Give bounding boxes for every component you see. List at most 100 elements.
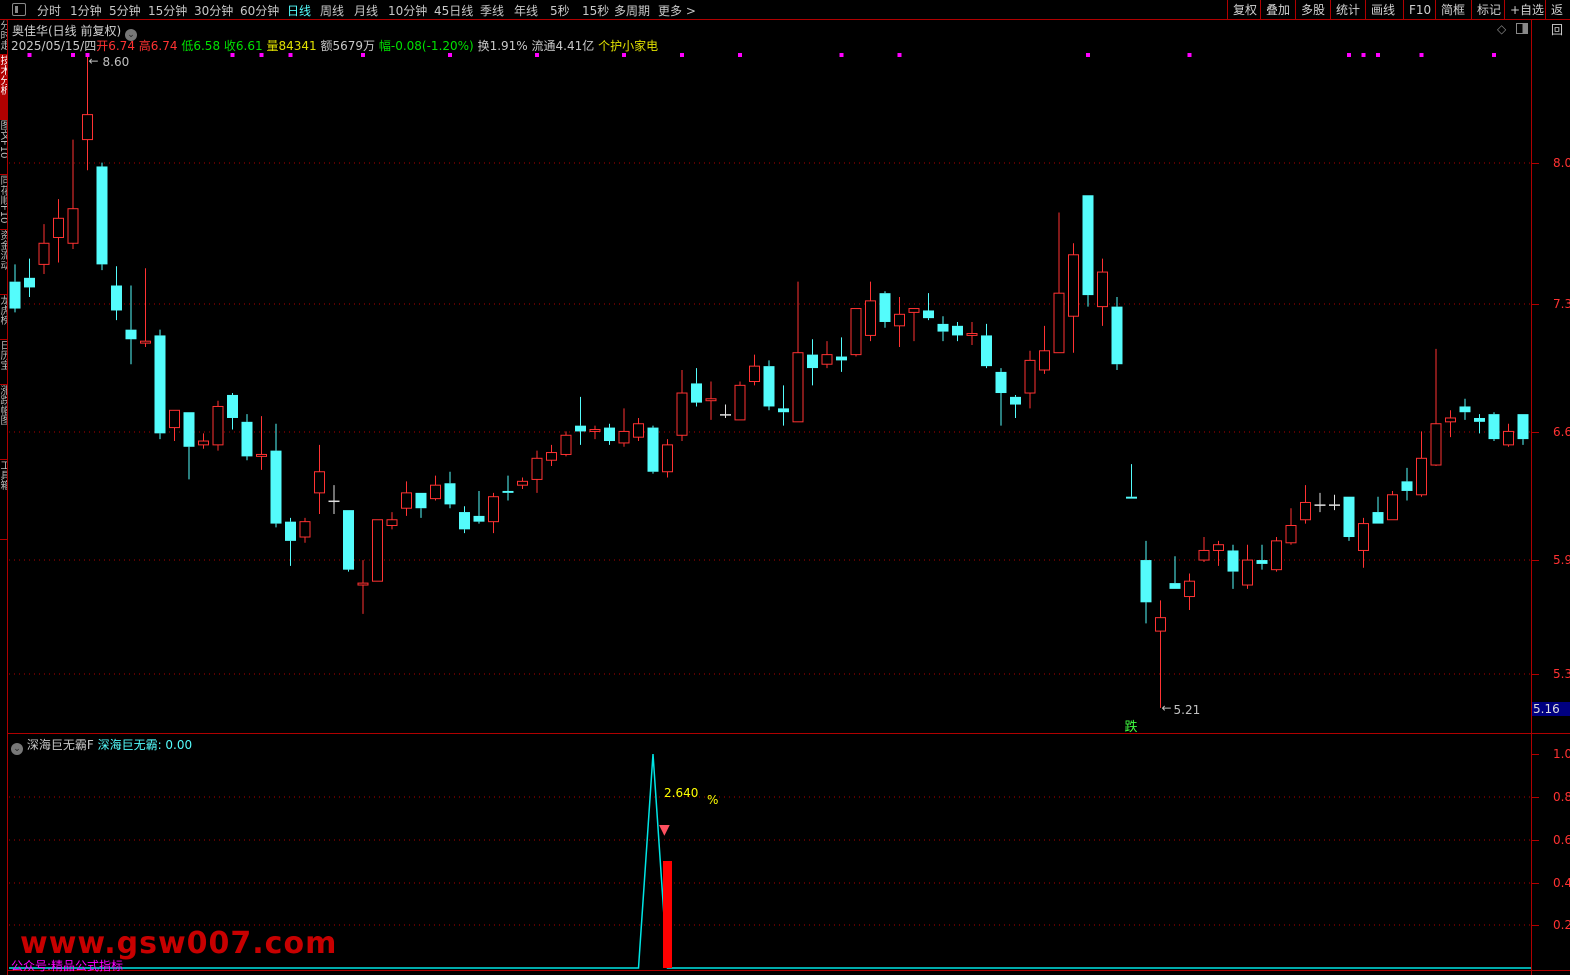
period-tab[interactable]: 季线	[480, 4, 505, 18]
left-tab[interactable]: 图文F10	[0, 120, 7, 175]
candle	[1343, 496, 1355, 541]
candle-body	[502, 490, 514, 493]
candle-body	[662, 444, 673, 473]
candle-body	[357, 582, 369, 586]
toolbar-button[interactable]: 统计	[1330, 0, 1365, 20]
period-tab[interactable]: 10分钟	[388, 4, 428, 18]
candle	[647, 425, 659, 474]
period-toolbar: 分时 1分钟 5分钟 15分钟 30分钟 60分钟 日线 周线 月线 10分钟 45日线 季线 年线 5秒…	[0, 0, 1570, 37]
period-tab[interactable]: 5分钟	[109, 4, 141, 18]
candle	[430, 475, 441, 501]
candlestick-chart[interactable]: ← 8.60← 5.21跌	[0, 0, 1531, 733]
candle	[183, 412, 195, 480]
chevron-down-icon[interactable]: ⌄	[125, 29, 138, 41]
left-tab[interactable]: 龙虎榜	[0, 295, 7, 340]
candle-body	[531, 457, 543, 480]
candle	[894, 297, 905, 347]
indicator-name[interactable]: 深海巨无霸F	[26, 738, 94, 752]
candle-body	[444, 483, 456, 505]
signal-marker	[622, 53, 626, 57]
panel-toggle-icon[interactable]	[12, 3, 26, 16]
period-tab[interactable]: 60分钟	[240, 4, 280, 18]
high-value: 6.74	[150, 39, 178, 53]
left-tab[interactable]: 同花顺F10	[0, 175, 7, 230]
candle	[908, 308, 920, 342]
candle	[1053, 212, 1065, 354]
candle	[401, 481, 412, 516]
left-tab[interactable]: 工具箱	[0, 460, 7, 540]
candle	[1111, 297, 1123, 370]
candle-body	[1459, 406, 1471, 413]
high-label: 高	[138, 39, 151, 53]
candle	[343, 510, 354, 572]
candle-body	[227, 394, 238, 418]
left-tab[interactable]: 资金流动	[0, 230, 7, 295]
candle-body	[1401, 481, 1413, 491]
period-tab[interactable]: 周线	[320, 4, 345, 18]
candle-body	[1053, 292, 1065, 354]
candle	[604, 423, 615, 445]
toolbar-button[interactable]: 多股	[1295, 0, 1330, 20]
candle-body	[966, 333, 978, 336]
left-tab[interactable]: 涨跌幅图	[0, 385, 7, 460]
left-tab[interactable]: 分时走势	[0, 20, 7, 55]
diamond-icon[interactable]: ◇	[1497, 22, 1507, 36]
panel-divider[interactable]	[8, 733, 1570, 734]
candle	[560, 431, 572, 457]
chevron-down-icon[interactable]: ⌄	[11, 743, 23, 755]
candle-body	[1213, 544, 1224, 551]
signal-marker	[1086, 53, 1090, 57]
left-tab[interactable]: 日历宝	[0, 340, 7, 385]
layout-toggle-icon[interactable]	[1516, 23, 1528, 34]
period-tab[interactable]: 分时	[37, 4, 62, 18]
period-tab[interactable]: 45日线	[434, 4, 474, 18]
candle-body	[1372, 512, 1384, 524]
toolbar-button[interactable]: 画线	[1365, 0, 1400, 20]
candle-body	[372, 519, 383, 582]
candle-body	[299, 521, 311, 538]
signal-marker	[839, 53, 844, 57]
toolbar-button[interactable]: 标记	[1471, 0, 1506, 20]
candle	[546, 444, 557, 466]
toolbar-button[interactable]: 叠加	[1260, 0, 1295, 20]
candle-body	[1430, 423, 1442, 466]
toolbar-button[interactable]: +自选	[1504, 0, 1549, 20]
candle-body	[343, 510, 354, 570]
candle	[749, 354, 760, 386]
toolbar-button[interactable]: 复权	[1227, 0, 1262, 20]
signal-marker	[1361, 53, 1366, 57]
bar-unit: %	[707, 793, 719, 807]
period-tab[interactable]: 15分钟	[148, 4, 188, 18]
bottom-border	[8, 970, 1570, 971]
period-tab[interactable]: 更多 >	[658, 4, 696, 18]
candle	[1097, 258, 1108, 326]
sector-link[interactable]: 个护小家电	[598, 39, 659, 53]
candle-body	[38, 242, 50, 265]
candle-body	[1126, 496, 1137, 499]
period-tab[interactable]: 5秒	[550, 4, 570, 18]
candle-body	[1155, 617, 1166, 632]
candle	[502, 475, 514, 501]
period-tab[interactable]: 多周期	[614, 4, 651, 18]
candle-body	[763, 366, 775, 407]
toolbar-button[interactable]: 返回	[1545, 0, 1570, 37]
candle	[1372, 496, 1384, 524]
candle-body	[1387, 494, 1398, 521]
period-tab[interactable]: 日线	[287, 4, 312, 18]
period-tab[interactable]: 30分钟	[194, 4, 234, 18]
candle	[618, 408, 630, 447]
period-tab[interactable]: 年线	[514, 4, 539, 18]
signal-marker	[448, 53, 452, 57]
period-tab[interactable]: 15秒	[582, 4, 610, 18]
candle-body	[1300, 501, 1311, 521]
signal-marker	[680, 53, 684, 57]
period-tab[interactable]: 月线	[354, 4, 379, 18]
left-tab[interactable]: 技术分析	[0, 55, 7, 120]
turnover: 换1.91%	[477, 39, 528, 53]
candle	[1213, 540, 1224, 566]
period-tab[interactable]: 1分钟	[70, 4, 102, 18]
candle-body	[154, 335, 166, 434]
toolbar-button[interactable]: 简框	[1435, 0, 1470, 20]
indicator-value: 深海巨无霸: 0.00	[97, 738, 193, 752]
toolbar-button[interactable]: F10	[1403, 0, 1436, 20]
